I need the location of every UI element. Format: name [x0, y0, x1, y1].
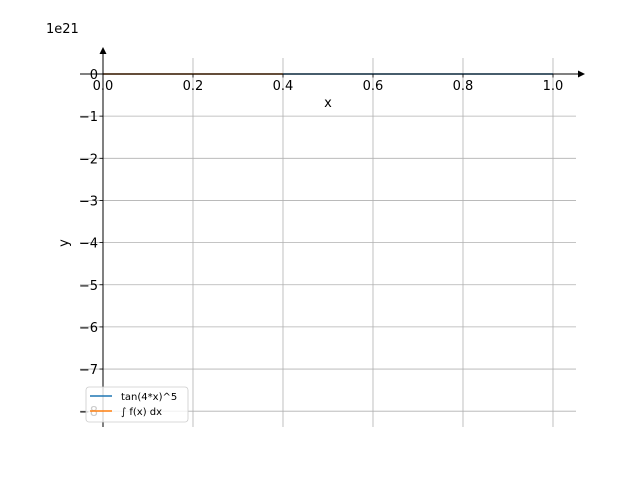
legend: tan(4*x)^5 ∫ f(x) dx: [85, 386, 189, 423]
x-tick-label: 0.6: [363, 79, 384, 94]
x-tick-label: 1.0: [543, 79, 564, 94]
y-offset-label: 1e21: [46, 22, 79, 37]
x-tick-label: 0.4: [273, 79, 294, 94]
y-tick-label: −4: [79, 237, 98, 252]
y-tick-label: −1: [79, 110, 98, 125]
axes: [80, 47, 585, 427]
y-tick-label: −3: [79, 194, 98, 209]
y-tick-label: −6: [79, 321, 98, 336]
y-axis-arrow: [99, 47, 107, 54]
x-tick-label: 0.8: [453, 79, 474, 94]
y-tick-label: −5: [79, 279, 98, 294]
y-tick-label: −7: [79, 363, 98, 378]
y-tick-label: −2: [79, 152, 98, 167]
y-tick-label: 0: [90, 68, 98, 83]
x-tick-label: 0.2: [183, 79, 204, 94]
legend-label: tan(4*x)^5: [121, 392, 177, 403]
x-axis-label: x: [324, 96, 332, 111]
x-axis-arrow: [578, 70, 585, 78]
x-tick-label: 0.0: [93, 79, 114, 94]
tick-labels: 0.00.20.40.60.81.00−1−2−3−4−5−6−7−8: [79, 68, 564, 420]
y-axis-label: y: [57, 239, 72, 247]
legend-label: ∫ f(x) dx: [121, 407, 162, 418]
grid: [80, 58, 576, 427]
